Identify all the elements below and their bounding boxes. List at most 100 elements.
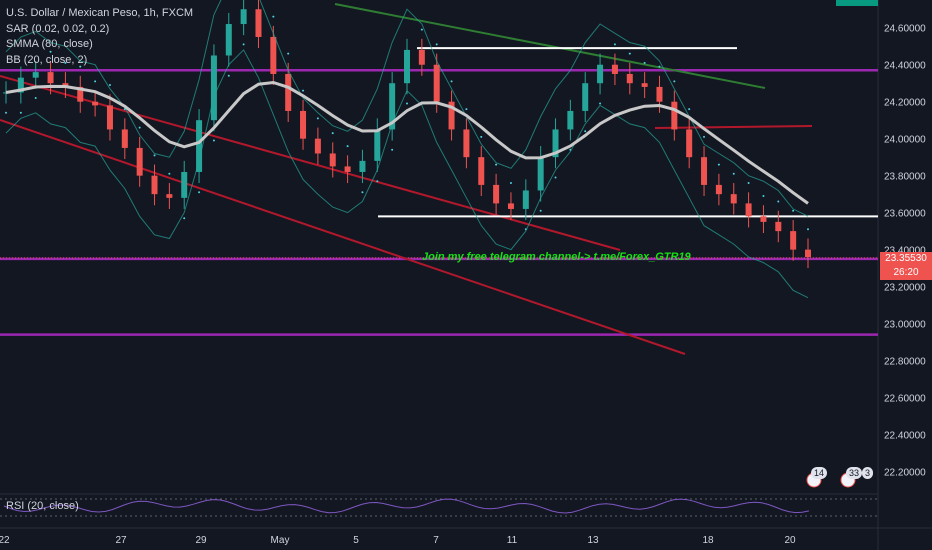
candle-body [433, 64, 440, 102]
candle-body [166, 194, 173, 198]
price-scale-label: 24.20000 [884, 98, 926, 109]
sar-dot [584, 130, 587, 133]
smma-line [5, 80, 809, 205]
candle-body [32, 72, 39, 78]
sar-dot [183, 217, 186, 220]
sar-dot [480, 135, 483, 138]
price-scale-label: 23.40000 [884, 246, 926, 257]
sar-dot [406, 102, 408, 105]
telegram-annotation[interactable]: Join my free telegram channel-> t.me/For… [422, 251, 691, 263]
candle-body [507, 203, 514, 209]
sar-dot [5, 111, 7, 114]
trend-line-short[interactable] [654, 125, 813, 129]
event-badge[interactable]: 14 [811, 467, 828, 479]
candle-body [730, 194, 737, 204]
event-badge[interactable]: 33 [846, 467, 863, 479]
sar-dot [465, 108, 468, 111]
sar-dot [703, 135, 706, 138]
candle-body [106, 105, 113, 130]
sar-dot [554, 176, 557, 179]
event-badge[interactable]: 3 [862, 467, 874, 479]
candle-body [478, 157, 485, 185]
price-scale-label: 23.80000 [884, 172, 926, 183]
sar-dot [316, 117, 319, 120]
time-axis-label: 27 [115, 535, 127, 546]
candle-body [404, 49, 410, 84]
price-scale-label: 23.60000 [884, 209, 926, 220]
time-axis-label: 11 [507, 535, 518, 546]
sar-dot [643, 61, 646, 64]
sar-dot [168, 172, 171, 175]
sar-dot [628, 52, 631, 55]
candle-body [136, 147, 143, 176]
time-axis-label: 13 [587, 535, 599, 546]
price-scale-label: 23.20000 [884, 283, 926, 294]
sar-dot [212, 139, 215, 142]
candle-body [775, 221, 782, 232]
sar-dot [539, 209, 542, 212]
candle-body [300, 110, 307, 139]
candle-body [3, 92, 9, 94]
price-scale-label: 24.60000 [884, 24, 926, 35]
smma-indicator-label[interactable]: SMMA (80, close) [6, 38, 93, 50]
candle-body [344, 166, 351, 172]
candle-body [285, 73, 292, 111]
candle-body [463, 129, 470, 158]
candle-body [582, 83, 589, 111]
candle-body [389, 83, 396, 130]
sar-dot [287, 52, 290, 55]
sar-dot [19, 111, 22, 114]
sar-dot [613, 43, 616, 46]
candle-body [151, 175, 158, 195]
price-scale-label: 22.20000 [884, 468, 926, 479]
candle-body [701, 157, 708, 185]
price-scale-label: 22.60000 [884, 394, 926, 405]
sar-dot [777, 200, 780, 203]
candle-body [522, 190, 529, 209]
sar-dot [64, 61, 67, 64]
candle-body [760, 216, 767, 222]
candle-body [552, 129, 559, 158]
time-axis-label: 29 [195, 535, 207, 546]
symbol-label[interactable]: U.S. Dollar / Mexican Peso, 1h, FXCM [6, 7, 194, 19]
trend-line-upper[interactable] [0, 75, 621, 251]
price-scale-label: 24.40000 [884, 61, 926, 72]
rsi-line [3, 498, 810, 514]
candle-body [686, 129, 693, 158]
sar-dot [435, 43, 438, 46]
candle-body [196, 120, 203, 172]
candle-body [359, 160, 366, 172]
candle-body [374, 129, 381, 161]
price-scale-label: 23.00000 [884, 320, 926, 331]
candle-body [641, 83, 648, 87]
sar-dot [599, 102, 602, 105]
trend-line-green[interactable] [334, 3, 766, 89]
sar-dot [450, 80, 453, 83]
sar-dot [391, 148, 394, 151]
sar-dot [762, 195, 765, 197]
bb-indicator-label[interactable]: BB (20, close, 2) [6, 53, 88, 66]
trend-line-lower[interactable] [0, 119, 686, 355]
candle-body [47, 72, 54, 84]
rsi-label[interactable]: RSI (20, close) [6, 500, 79, 512]
sar-dot [807, 228, 809, 231]
sar-dot [34, 97, 37, 99]
candle-body [493, 184, 500, 204]
sar-dot [153, 154, 156, 157]
sar-dot [495, 163, 498, 166]
sar-dot [302, 89, 305, 92]
sar-dot [108, 84, 111, 87]
time-axis-label: 18 [702, 535, 714, 546]
candle-body [181, 171, 188, 198]
sar-dot [732, 172, 735, 175]
candle-body [671, 101, 678, 130]
candle-body [567, 110, 574, 130]
candle-body [611, 64, 618, 74]
candle-body [270, 36, 277, 74]
sar-indicator-label[interactable]: SAR (0.02, 0.02, 0.2) [6, 22, 110, 35]
sar-dot [198, 191, 201, 194]
candle-body [240, 9, 247, 25]
sar-dot [688, 108, 691, 111]
